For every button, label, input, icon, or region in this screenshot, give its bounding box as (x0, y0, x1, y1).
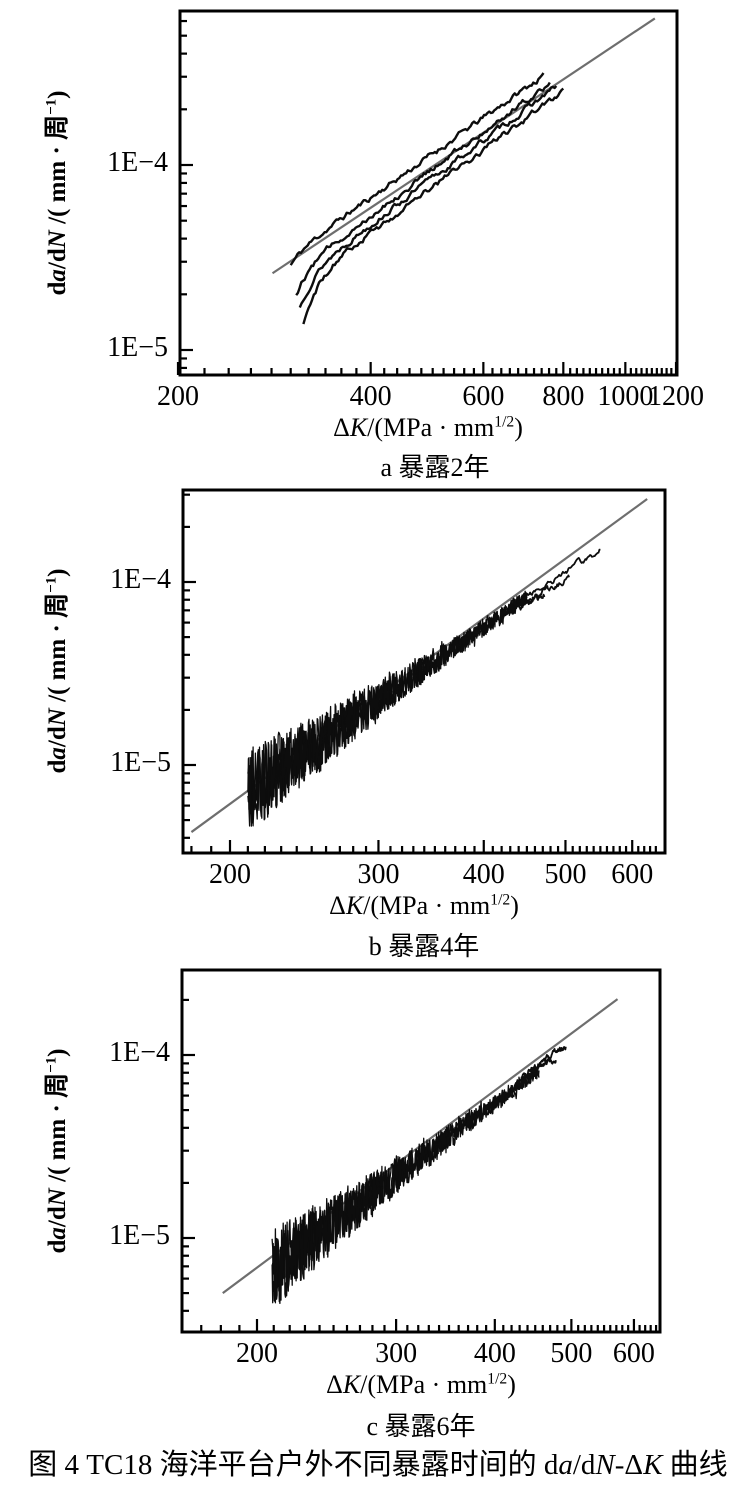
x-tick-label: 800 (542, 381, 585, 412)
x-tick-label: 400 (349, 381, 392, 412)
label-part: /d (44, 248, 71, 270)
x-tick-label: 200 (236, 1338, 278, 1369)
label-part: /( mm · 周 (44, 592, 71, 709)
label-part: N (44, 230, 71, 249)
y-axis-label: da/dN /( mm · 周−1) (37, 569, 73, 774)
panel-a (176, 9, 679, 377)
label-part: 曲线 (662, 1449, 728, 1481)
x-tick-label: 1200 (648, 381, 705, 412)
label-part: /(MPa · mm (367, 413, 495, 442)
plot-frame (178, 9, 679, 377)
label-part: ) (510, 891, 519, 920)
x-tick-label: 600 (611, 859, 654, 890)
label-part: 1/2 (490, 891, 511, 909)
panel-b (181, 488, 667, 855)
plot-area (190, 498, 648, 833)
label-part: a (558, 1449, 573, 1481)
label-part: ) (44, 1048, 71, 1057)
label-part: /( mm · 周 (44, 114, 71, 231)
label-part: Δ (329, 891, 346, 920)
label-part: ) (44, 568, 71, 577)
y-tick-label: 1E−4 (107, 147, 168, 178)
data-curve (302, 87, 565, 325)
label-part: a (44, 269, 71, 282)
x-tick-label: 600 (462, 381, 505, 412)
y-tick-label: 1E−5 (110, 747, 171, 778)
x-tick-label: 500 (550, 1338, 593, 1369)
label-part: K (342, 1370, 361, 1399)
noise-band (271, 1066, 540, 1305)
label-part: Δ (333, 413, 350, 442)
plot-area (271, 17, 656, 325)
x-tick-label: 400 (462, 859, 505, 890)
tail-curve (516, 548, 601, 603)
label-part: /d (44, 726, 71, 748)
label-part: ) (507, 1370, 516, 1399)
label-part: /(MPa · mm (360, 1370, 488, 1399)
tail-curve (507, 593, 546, 614)
x-tick-label: 500 (544, 859, 587, 890)
label-part: −1 (43, 576, 60, 593)
x-axis-label: ΔK/(MPa · mm1/2) (333, 413, 523, 443)
label-part: 图 4 TC18 海洋平台户外不同暴露时间的 d (28, 1449, 559, 1481)
plot-area (222, 998, 619, 1305)
x-tick-label: 600 (612, 1338, 655, 1369)
y-tick-label: 1E−5 (107, 332, 168, 363)
plot-frame (180, 968, 662, 1334)
y-tick-label: 1E−4 (109, 1037, 170, 1068)
data-curve (289, 72, 545, 266)
x-axis-label: ΔK/(MPa · mm1/2) (326, 1370, 516, 1400)
y-tick-label: 1E−5 (109, 1220, 170, 1251)
noise-band (247, 591, 528, 827)
x-tick-label: 200 (157, 381, 199, 412)
label-part: -Δ (614, 1449, 644, 1481)
data-curve (295, 81, 551, 296)
label-part: ) (514, 413, 523, 442)
label-part: 1/2 (494, 413, 515, 431)
label-part: 1/2 (487, 1370, 508, 1388)
label-part: a (44, 1227, 71, 1240)
x-tick-label: 300 (357, 859, 400, 890)
label-part: Δ (326, 1370, 343, 1399)
label-part: N (595, 1449, 615, 1481)
tail-curve (527, 1046, 567, 1073)
x-tick-label: 1000 (597, 381, 654, 412)
panel-caption-c: c 暴露6年 (366, 1412, 476, 1441)
label-part: d (44, 1239, 71, 1254)
label-part: ) (44, 90, 71, 99)
x-tick-label: 400 (473, 1338, 516, 1369)
tail-curve (520, 1057, 557, 1081)
data-curve (298, 85, 558, 308)
panel-c (180, 968, 662, 1334)
label-part: a (44, 747, 71, 760)
label-part: −1 (43, 1056, 60, 1073)
y-axis-label: da/dN /( mm · 周−1) (37, 91, 73, 296)
label-part: −1 (43, 98, 60, 115)
x-axis-label: ΔK/(MPa · mm1/2) (329, 891, 519, 921)
plot-frame (181, 488, 667, 855)
label-part: /( mm · 周 (44, 1072, 71, 1189)
label-part: N (44, 1188, 71, 1207)
x-tick-label: 300 (375, 1338, 418, 1369)
panel-caption-a: a 暴露2年 (380, 453, 490, 482)
label-part: /(MPa · mm (363, 891, 491, 920)
label-part: K (349, 413, 368, 442)
figure-caption: 图 4 TC18 海洋平台户外不同暴露时间的 da/dN-ΔK 曲线 (28, 1441, 727, 1483)
panel-caption-b: b 暴露4年 (368, 932, 480, 961)
y-tick-label: 1E−4 (110, 564, 171, 595)
label-part: N (44, 708, 71, 727)
label-part: K (643, 1449, 663, 1481)
x-tick-label: 200 (209, 859, 251, 890)
label-part: K (345, 891, 364, 920)
label-part: d (44, 759, 71, 774)
y-axis-label: da/dN /( mm · 周−1) (37, 1049, 73, 1254)
axis-ticks (176, 19, 678, 375)
label-part: /d (44, 1206, 71, 1228)
label-part: d (44, 281, 71, 296)
label-part: /d (572, 1449, 596, 1481)
